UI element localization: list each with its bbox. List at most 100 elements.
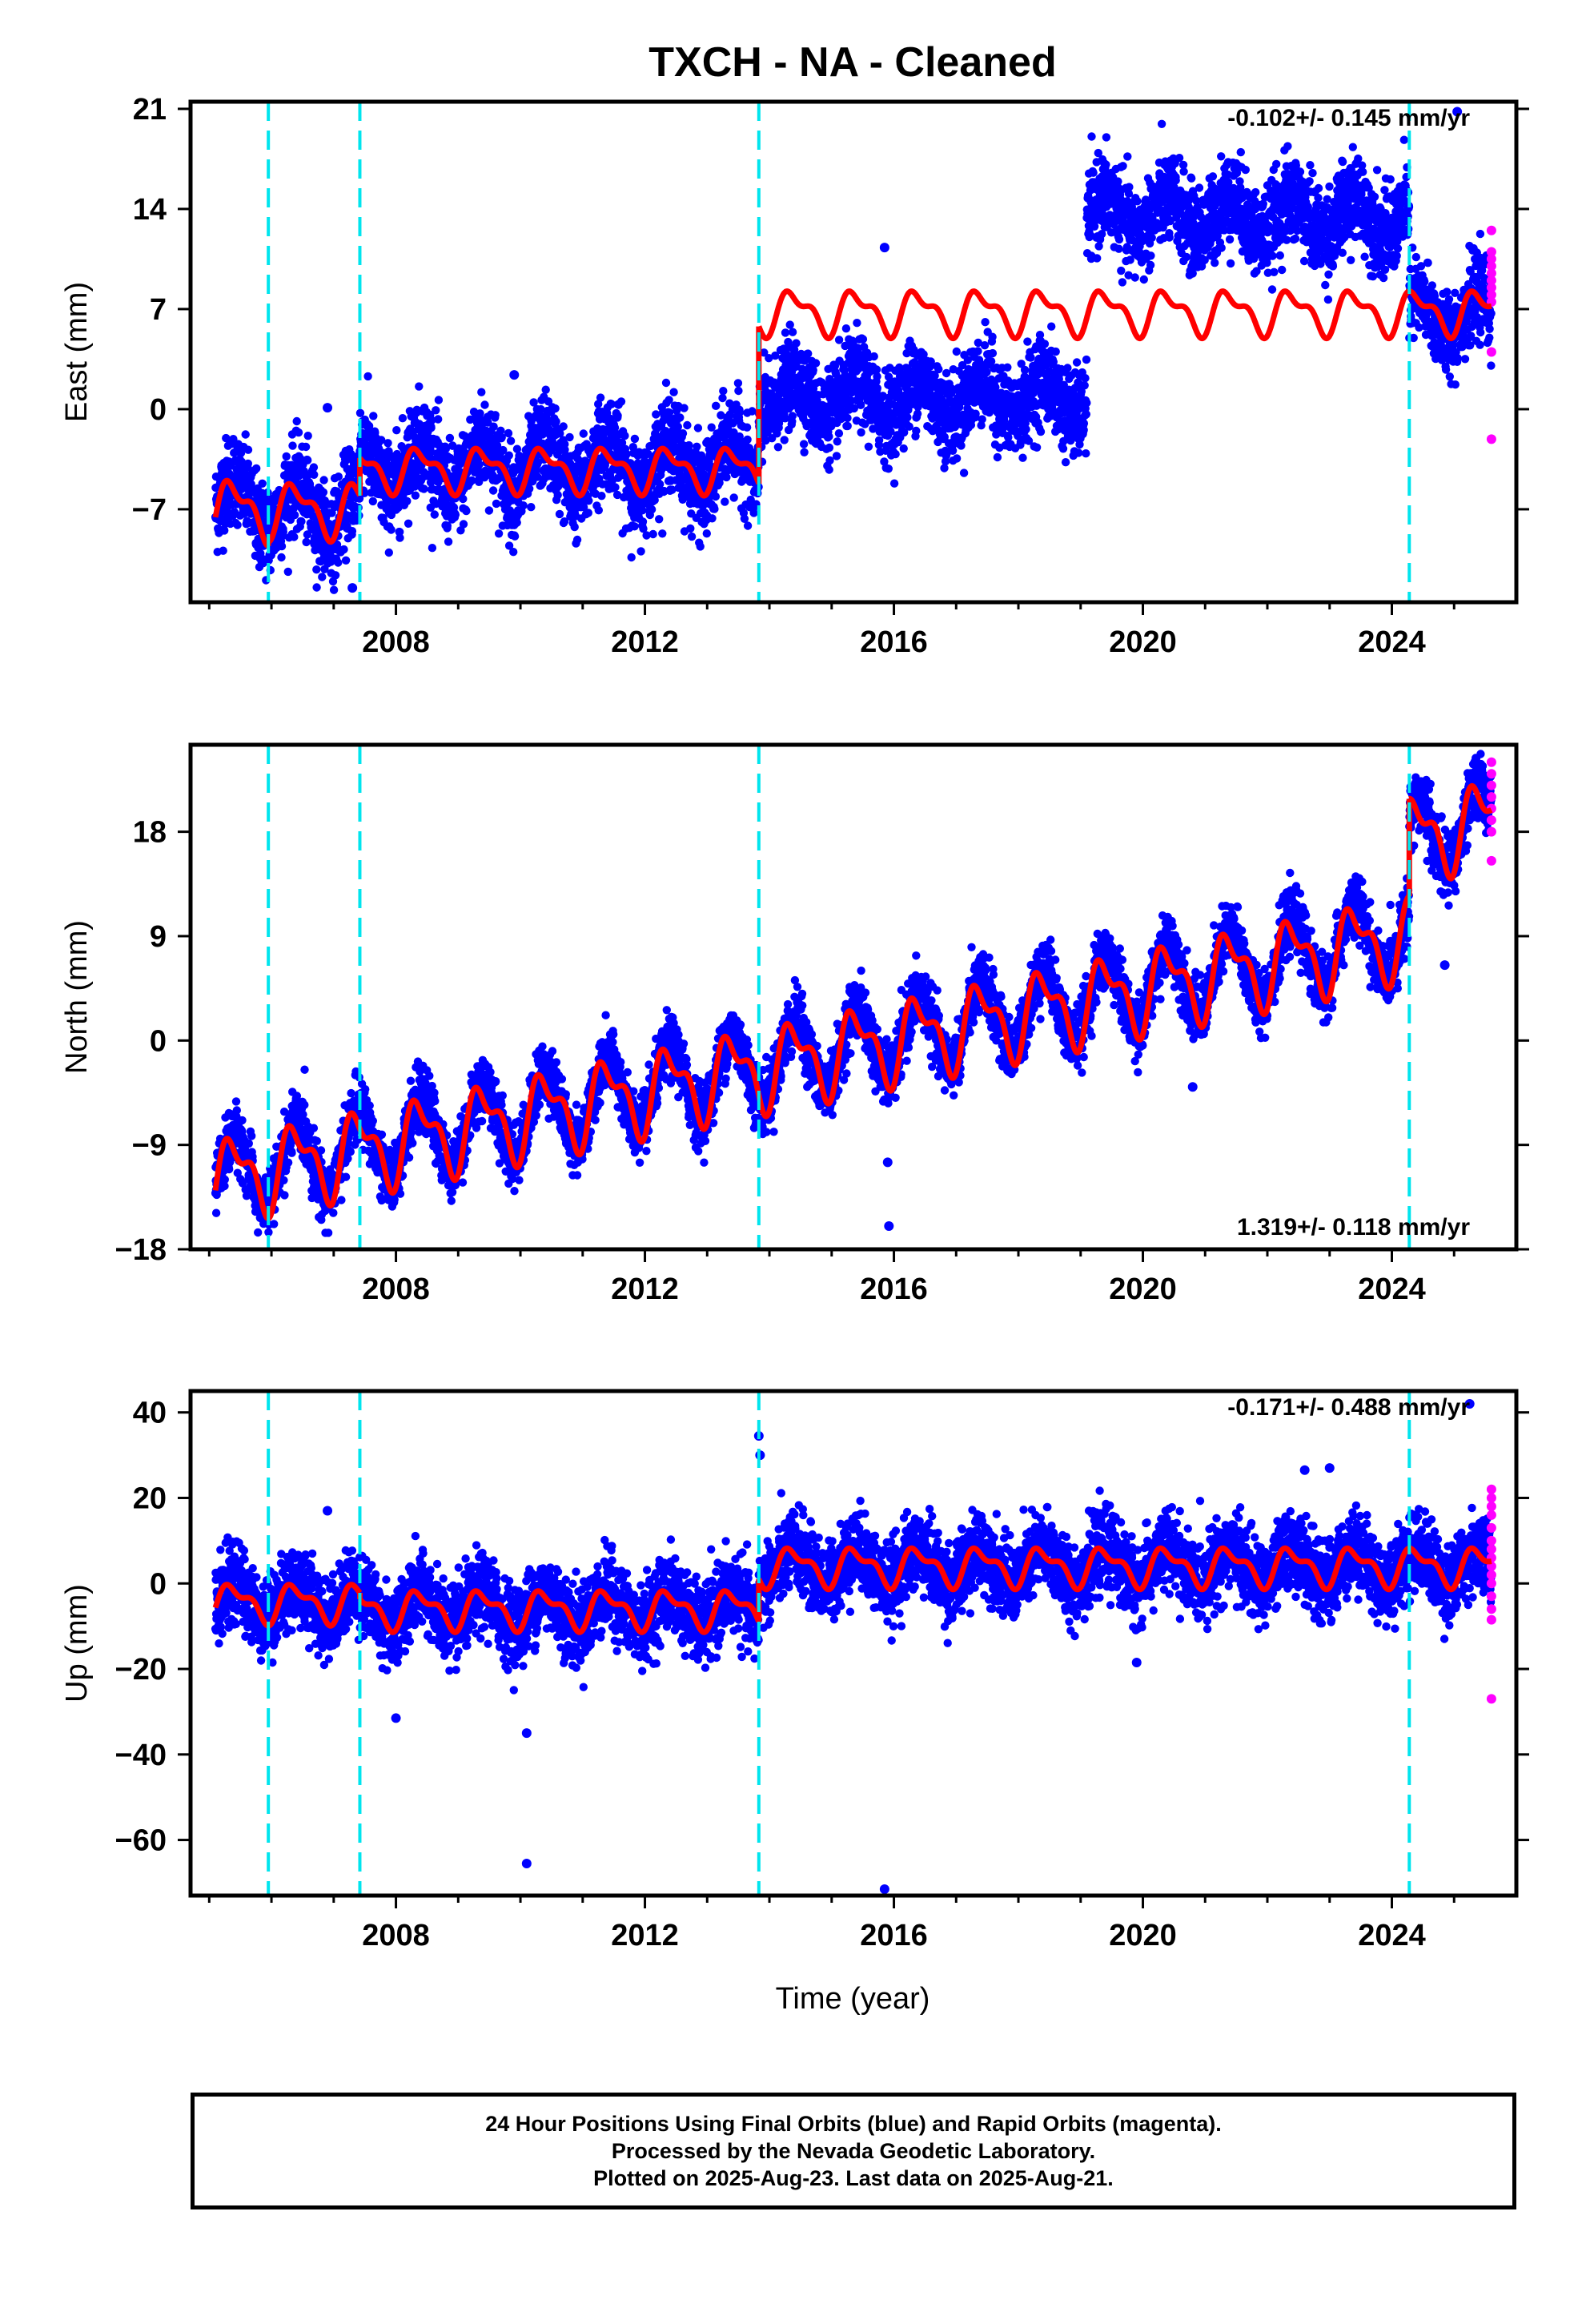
data-point	[509, 548, 518, 557]
data-point	[665, 408, 674, 417]
data-point	[449, 503, 459, 512]
data-point	[1133, 197, 1142, 206]
data-point	[781, 328, 790, 337]
data-point	[1125, 183, 1134, 191]
data-point	[872, 365, 881, 374]
data-point	[686, 524, 695, 533]
data-point	[377, 436, 386, 444]
data-point	[1082, 410, 1091, 419]
data-point	[673, 422, 682, 432]
data-point	[347, 527, 357, 536]
data-point	[781, 414, 789, 423]
data-point	[312, 583, 321, 592]
data-point	[857, 428, 865, 437]
data-point	[1036, 427, 1046, 436]
data-point	[856, 400, 865, 409]
data-point	[415, 382, 424, 391]
data-point	[1058, 444, 1068, 453]
data-point	[552, 417, 560, 426]
data-point	[572, 535, 582, 545]
data-point	[926, 357, 935, 366]
data-point	[940, 464, 949, 472]
data-point	[383, 439, 392, 448]
data-point	[825, 432, 833, 441]
data-point	[900, 428, 909, 437]
data-point	[420, 485, 428, 493]
data-point	[496, 426, 505, 435]
data-point	[444, 537, 453, 546]
data-point	[904, 405, 913, 415]
data-point	[630, 522, 639, 531]
data-point	[432, 499, 440, 509]
data-point	[889, 479, 899, 488]
data-point	[982, 368, 991, 376]
data-point	[512, 518, 521, 527]
data-point	[891, 449, 900, 459]
data-point	[656, 480, 665, 489]
data-point	[1236, 147, 1246, 157]
data-point	[504, 428, 513, 438]
data-point	[620, 431, 629, 440]
data-point	[1208, 172, 1218, 181]
data-point	[773, 443, 783, 452]
data-point	[905, 422, 913, 431]
plot-area-east	[211, 107, 1496, 615]
data-point	[696, 542, 705, 551]
data-point	[594, 400, 603, 408]
data-point	[940, 432, 950, 441]
data-point	[334, 558, 343, 567]
data-point	[1089, 168, 1098, 177]
data-point	[290, 510, 299, 520]
data-point	[702, 529, 711, 538]
data-point	[480, 400, 489, 409]
data-point	[843, 421, 852, 431]
data-point	[729, 493, 738, 502]
data-point	[811, 359, 821, 368]
data-point	[252, 464, 261, 473]
data-point	[404, 519, 413, 528]
data-point	[912, 426, 921, 436]
data-point	[988, 332, 997, 341]
data-point	[1102, 160, 1110, 169]
data-point	[832, 452, 841, 460]
data-point	[669, 388, 678, 396]
data-point	[711, 492, 721, 501]
data-point	[761, 436, 770, 445]
data-point	[658, 529, 667, 538]
data-point	[617, 438, 627, 448]
data-point	[733, 379, 743, 388]
data-point	[556, 429, 564, 438]
data-point	[721, 497, 729, 506]
data-point	[320, 607, 328, 615]
data-point	[497, 433, 506, 442]
data-point	[719, 387, 728, 396]
data-point	[277, 553, 286, 562]
data-point	[475, 460, 484, 469]
data-point	[1026, 353, 1035, 362]
data-point	[611, 483, 620, 492]
data-point	[676, 413, 685, 422]
data-point	[638, 506, 647, 515]
data-point	[809, 366, 817, 375]
data-point	[282, 452, 291, 461]
data-point	[536, 404, 545, 414]
data-point	[584, 497, 593, 505]
data-point	[743, 435, 752, 444]
data-point	[878, 392, 888, 400]
data-point	[392, 426, 401, 435]
data-point	[584, 509, 592, 517]
data-point	[525, 485, 534, 493]
data-point	[899, 444, 908, 453]
data-point	[553, 491, 562, 500]
data-point	[849, 404, 859, 413]
data-point	[1117, 266, 1126, 275]
data-point	[319, 488, 328, 497]
data-point	[981, 318, 990, 327]
data-point	[597, 492, 606, 501]
data-point	[432, 406, 440, 415]
data-point	[685, 440, 693, 450]
data-point	[506, 436, 516, 445]
data-point	[735, 408, 745, 416]
chart-title: TXCH - NA - Cleaned	[648, 39, 1056, 86]
data-point	[396, 528, 404, 537]
